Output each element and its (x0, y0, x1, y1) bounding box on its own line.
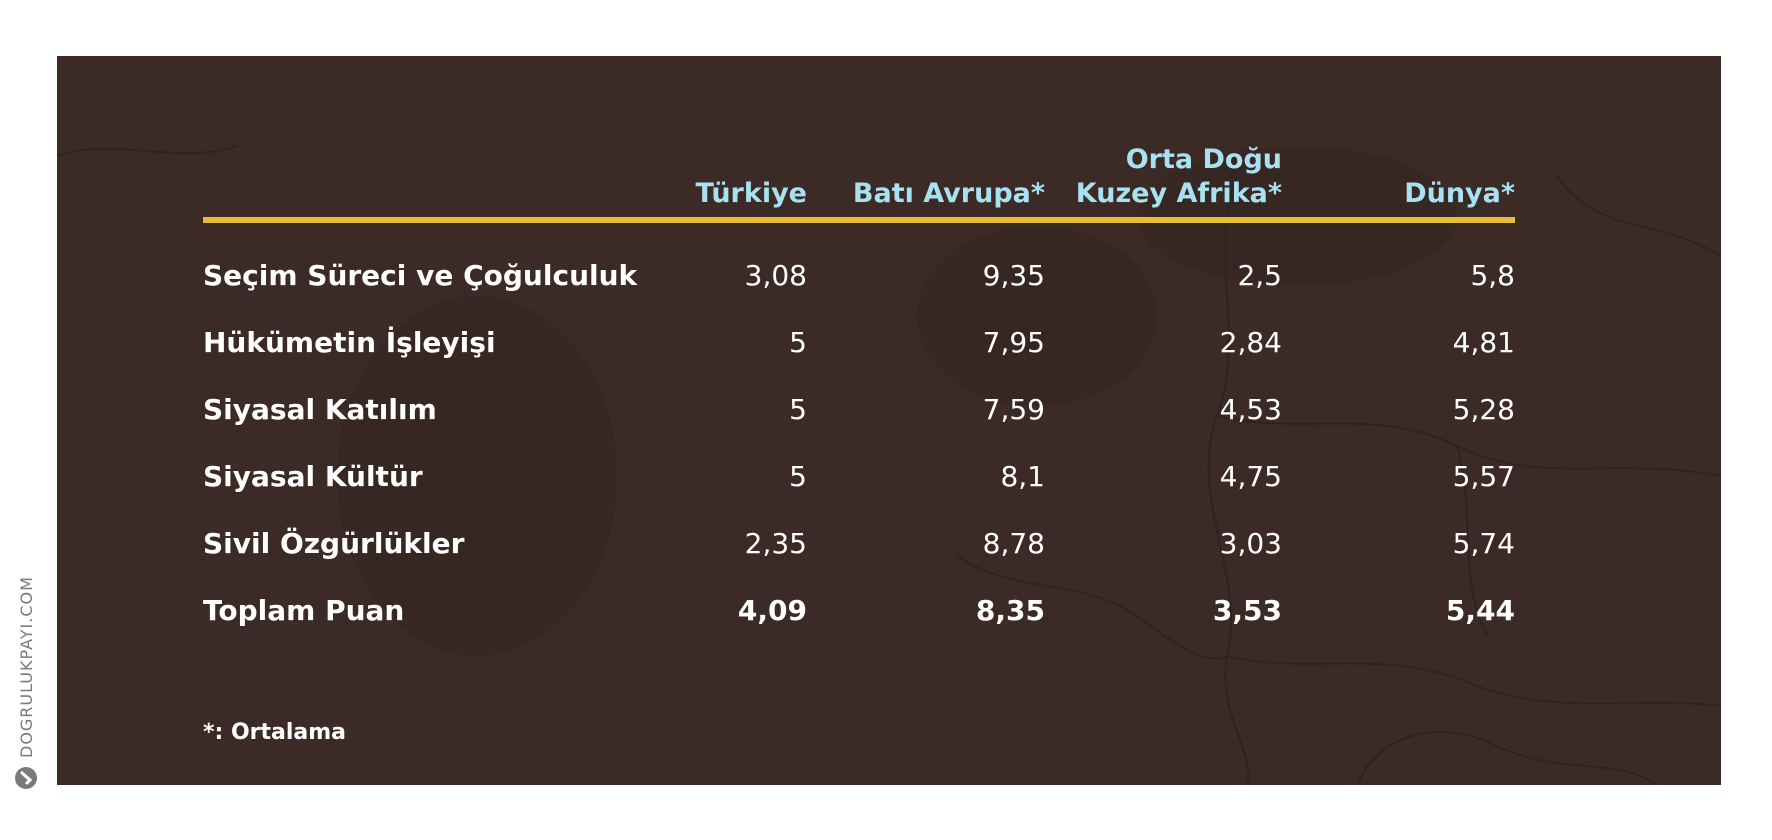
table-cell: 5 (789, 460, 807, 493)
table-cell: 3,03 (1220, 527, 1282, 560)
watermark-text: DOGRULUKPAYI.COM (16, 576, 36, 758)
table-cell: 4,09 (738, 594, 807, 627)
column-header: Orta Doğu (1126, 144, 1282, 175)
table-cell: 5,44 (1446, 594, 1515, 627)
table-cell: 2,5 (1237, 259, 1282, 292)
table-cell: 5 (789, 326, 807, 359)
table-cell: 5,74 (1453, 527, 1515, 560)
row-label: Hükümetin İşleyişi (203, 325, 496, 359)
watermark: DOGRULUKPAYI.COM (14, 576, 38, 790)
table-cell: 2,35 (745, 527, 807, 560)
table-cell: 2,84 (1220, 326, 1282, 359)
checkmark-logo-icon (14, 766, 38, 790)
table-cell: 4,81 (1453, 326, 1515, 359)
table-cell: 8,35 (976, 594, 1045, 627)
table-cell: 5,28 (1453, 393, 1515, 426)
table-cell: 3,08 (745, 259, 807, 292)
header-rule (203, 217, 1515, 223)
table-cell: 7,95 (983, 326, 1045, 359)
row-label: Seçim Süreci ve Çoğulculuk (203, 259, 639, 292)
table-panel: Türkiye Batı Avrupa* Orta Doğu Kuzey Afrika… (57, 56, 1721, 785)
table-cell: 8,78 (983, 527, 1045, 560)
table-cell: 4,53 (1220, 393, 1282, 426)
row-label: Sivil Özgürlükler (203, 526, 465, 560)
table-cell: 8,1 (1000, 460, 1045, 493)
table-cell: 9,35 (983, 259, 1045, 292)
background-map-texture (57, 145, 1721, 785)
column-header: Kuzey Afrika* (1076, 178, 1282, 209)
table-cell: 3,53 (1213, 594, 1282, 627)
footnote: *: Ortalama (203, 720, 347, 745)
table-cell: 4,75 (1220, 460, 1282, 493)
table-cell: 5,8 (1470, 259, 1515, 292)
table-cell: 5 (789, 393, 807, 426)
row-label: Siyasal Kültür (203, 460, 423, 493)
row-label: Siyasal Katılım (203, 393, 437, 426)
column-header: Dünya* (1404, 178, 1515, 209)
column-header: Batı Avrupa* (853, 178, 1045, 209)
column-header: Türkiye (695, 178, 807, 209)
row-label: Toplam Puan (203, 594, 404, 627)
table-cell: 5,57 (1453, 460, 1515, 493)
table-cell: 7,59 (983, 393, 1045, 426)
